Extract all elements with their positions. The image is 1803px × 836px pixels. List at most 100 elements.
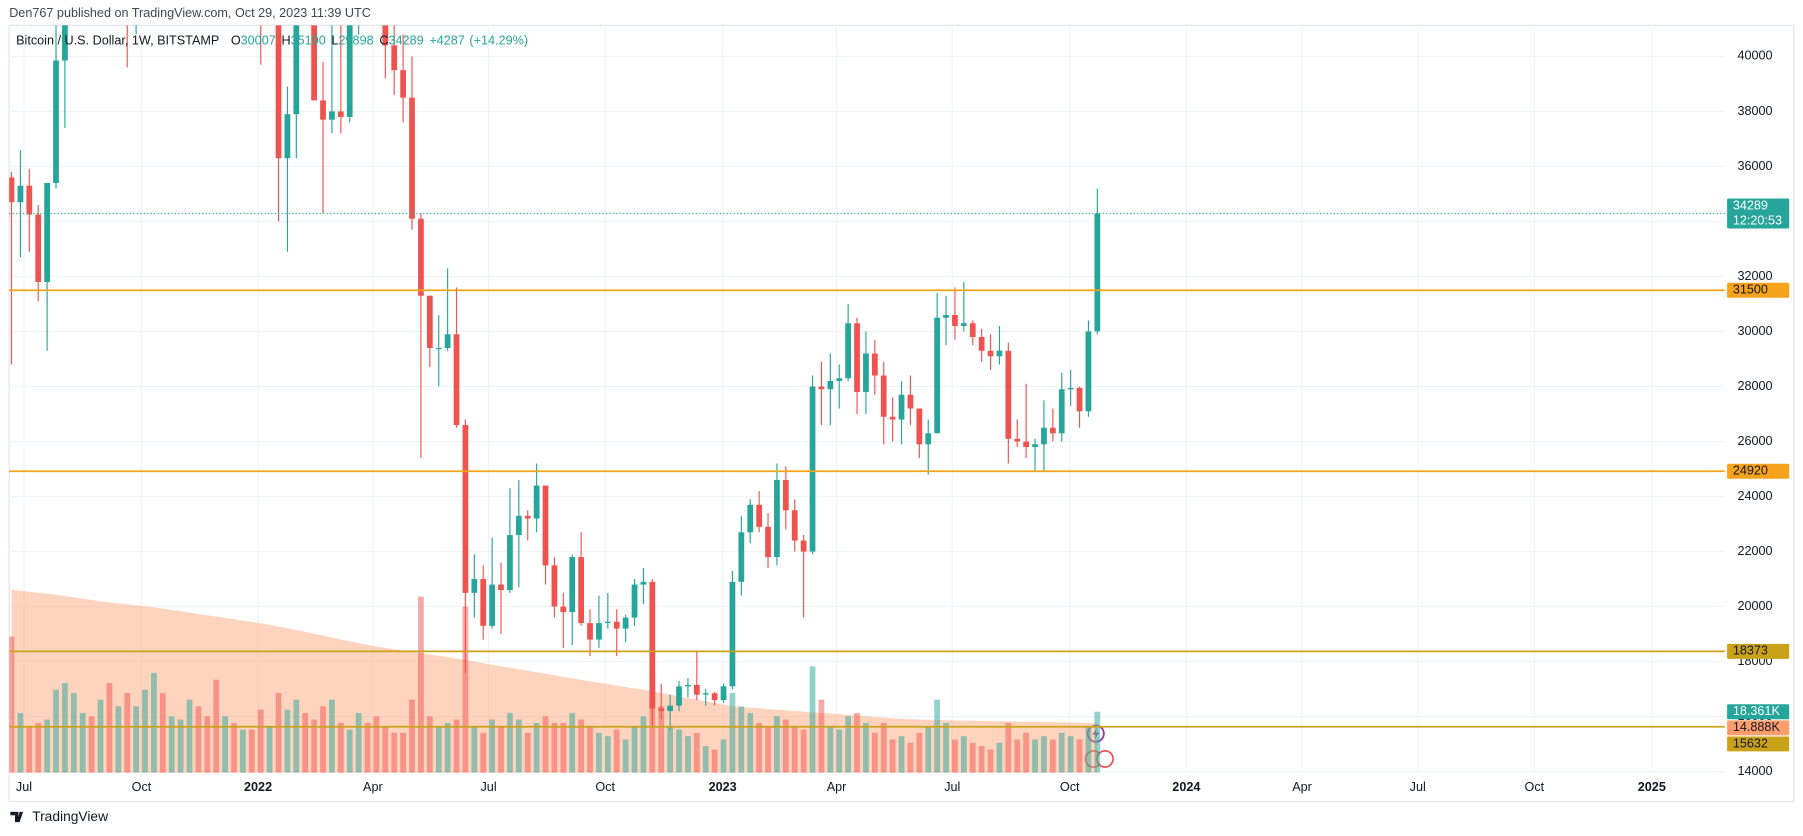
candle-body <box>934 317 941 434</box>
volume-bar <box>382 726 389 773</box>
candle-body <box>1085 331 1092 412</box>
volume-bar <box>168 716 175 773</box>
candle-body <box>1049 427 1056 434</box>
x-tick-label: Oct <box>1525 780 1545 794</box>
volume-bar <box>88 716 95 773</box>
candle-body <box>854 323 860 393</box>
volume-bar <box>960 736 967 773</box>
candle-body <box>800 540 807 552</box>
volume-bar <box>987 749 994 773</box>
volume-bar <box>978 746 985 773</box>
x-tick-label: Oct <box>595 780 615 794</box>
candle-body <box>978 336 985 351</box>
legend-change: +4287 <box>429 34 464 48</box>
volume-bar <box>702 746 709 773</box>
volume-bar <box>738 706 745 773</box>
volume-bar <box>1076 739 1083 773</box>
volume-bar <box>720 739 727 773</box>
candle-body <box>284 114 291 159</box>
volume-bar <box>569 712 576 773</box>
level-label: 31500 <box>1733 283 1768 297</box>
volume-bar <box>809 666 816 773</box>
candle-body <box>613 621 620 629</box>
x-tick-label: Apr <box>363 780 383 794</box>
last-price-label-box <box>1727 198 1790 229</box>
candle-body <box>53 60 59 183</box>
volume-bar <box>943 722 949 773</box>
volume-bar <box>693 732 700 773</box>
candle-body <box>925 433 932 445</box>
candle-body <box>515 515 522 536</box>
volume-bar <box>889 739 896 773</box>
y-tick-label: 28000 <box>1737 379 1772 393</box>
candle-body <box>604 621 611 624</box>
legend-ohlc-name: O <box>231 34 241 48</box>
volume-bar <box>311 719 317 773</box>
volume-ma-label: 14.888K <box>1733 720 1781 734</box>
candle-body <box>578 557 585 624</box>
volume-bar <box>907 742 914 773</box>
volume-bar <box>729 693 736 773</box>
candle-body <box>26 185 33 215</box>
candle-body <box>569 557 576 613</box>
candle-body <box>1076 387 1083 412</box>
legend-symbol: Bitcoin / U.S. Dollar, 1W, BITSTAMP <box>16 34 219 48</box>
candle-body <box>711 693 718 701</box>
volume-bar <box>284 709 291 773</box>
candle-body <box>791 510 798 541</box>
candle-body <box>836 378 843 382</box>
legend-ohlc-name: H <box>282 34 291 48</box>
volume-bar <box>854 712 860 773</box>
volume-bar <box>426 716 433 773</box>
volume-bar <box>1023 732 1030 773</box>
volume-bar <box>640 716 647 773</box>
candle-body <box>818 386 825 390</box>
y-tick-label: 14000 <box>1737 764 1772 778</box>
volume-bar <box>133 706 139 773</box>
x-tick-label: Jul <box>1410 780 1426 794</box>
level-label-box <box>1727 282 1790 298</box>
volume-bar <box>400 732 406 773</box>
candle-body <box>693 684 700 695</box>
volume-bar <box>151 673 157 773</box>
volume-bar <box>1005 722 1012 773</box>
y-tick-label: 38000 <box>1737 104 1772 118</box>
volume-bar <box>845 716 852 773</box>
candle-body <box>1014 438 1021 442</box>
x-tick-label: Oct <box>1060 780 1080 794</box>
candle-body <box>952 314 958 326</box>
volume-bar <box>507 712 513 773</box>
candle-body <box>453 334 460 426</box>
volume-bar <box>560 722 567 773</box>
volume-bar <box>409 699 415 773</box>
volume-bar <box>240 729 246 773</box>
candle-body <box>960 323 967 326</box>
volume-bar <box>631 726 638 773</box>
candle-body <box>329 111 335 120</box>
volume-bar <box>418 596 424 773</box>
volume-bar <box>542 716 549 773</box>
candle-body <box>702 693 709 695</box>
volume-bar <box>800 729 807 773</box>
volume-bar <box>35 722 42 773</box>
candle-body <box>685 684 691 687</box>
volume-bar <box>916 732 923 773</box>
candle-body <box>720 686 727 701</box>
volume-bar <box>676 729 682 773</box>
volume-bar <box>1094 711 1101 773</box>
volume-bar <box>774 716 780 773</box>
volume-bar <box>1014 739 1021 773</box>
candle-body <box>898 394 905 420</box>
volume-bar <box>17 712 24 773</box>
x-tick-label: Jul <box>944 780 960 794</box>
level-label-box <box>1727 643 1790 659</box>
volume-bar <box>391 732 398 773</box>
volume-bar <box>587 726 593 773</box>
candle-body <box>275 25 282 159</box>
volume-ma-label-box <box>1727 720 1790 736</box>
volume-bar <box>880 722 887 773</box>
volume-bar <box>791 726 798 773</box>
candle-body <box>435 347 442 350</box>
candle-body <box>827 381 834 390</box>
candle-body <box>560 606 567 613</box>
